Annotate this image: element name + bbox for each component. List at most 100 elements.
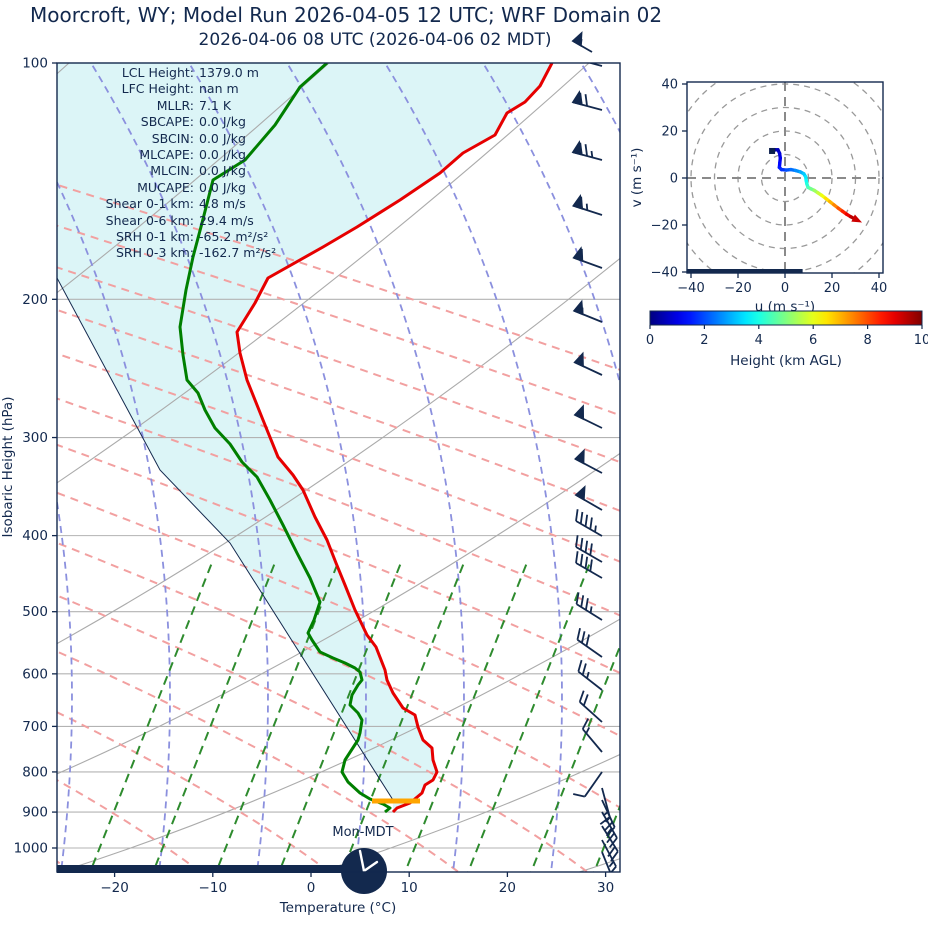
mixing-ratio-line [152,559,277,872]
barb-full [589,517,593,530]
barb-staff [572,63,603,67]
barb-staff [584,771,603,798]
barb-pennant [571,90,583,106]
stat-value: 0.0 J/kg [199,163,246,179]
barb-full [603,821,614,832]
mixing-ratio-line [467,559,592,872]
barb-full [575,592,580,605]
stat-row: SRH 0-3 km: -162.7 m²/s² [60,245,276,261]
colorbar-tick-label: 10 [914,333,928,348]
stat-label: SBCIN: [151,130,194,146]
stat-row: LCL Height: 1379.0 m [60,65,276,81]
barb-full [579,142,583,155]
isotherm-gridline [57,618,620,872]
hodograph-plot-area [687,82,883,273]
mixing-ratio-line [404,559,529,872]
skewt-axes-box [56,62,621,873]
wind-barb [574,485,603,511]
hodograph-trace-arrow [851,214,863,223]
y-tick-label: 300 [22,430,48,446]
mixing-ratio-line [530,643,620,872]
y-tick-label: 700 [22,719,48,735]
stat-label: MUCAPE: [137,179,194,195]
stat-label: SRH 0-1 km: [115,229,194,245]
dry-adiabat-line [57,711,332,872]
barb-half [608,861,615,868]
barb-pennant [573,404,585,421]
clock-minute-hand [358,849,366,873]
barb-full [584,556,589,569]
dry-adiabat-line [57,779,203,872]
barb-full [575,535,579,548]
wind-barb [575,509,603,537]
stat-row: SRH 0-1 km: -65.2 m²/s² [60,229,276,245]
stat-value: 0.0 J/kg [199,114,246,130]
wind-barb [572,48,603,67]
isotherm-gridline [57,452,620,775]
sounding-indices-block: LCL Height: 1379.0 m LFC Height: nan m MLLR:… [60,65,277,262]
isotherm-gridline [57,63,590,484]
barb-half [590,150,594,158]
wind-barb [573,404,603,429]
wind-barb [573,351,603,376]
wind-barb [601,825,619,862]
wind-barb [572,299,603,323]
y-tick-label: 1000 [14,841,48,857]
stat-label: SBCAPE: [140,114,194,130]
x-axis-title: Temperature (°C) [279,900,397,916]
colorbar-tick-label: 0 [646,333,654,348]
stat-label: LFC Height: [121,81,194,97]
stat-row: MUCAPE: 0.0 J/kg [60,180,276,196]
barb-pennant [574,485,586,502]
stat-value: 0.0 J/kg [199,179,246,195]
stat-value: -162.7 m²/s² [199,245,277,261]
y-tick-label: 600 [22,666,48,682]
barb-full [582,694,589,706]
stat-row: MLCIN: 0.0 J/kg [60,163,276,179]
stat-label: SRH 0-3 km: [115,245,194,261]
hodo-x-tick-label: −40 [677,281,704,296]
barb-full [579,553,584,566]
stat-row: Shear 0-6 km: 29.4 m/s [60,213,276,229]
barb-staff [601,851,615,872]
hodo-y-tick-label: 0 [670,172,678,187]
stat-row: MLLR: 7.1 K [60,98,276,114]
stat-row: MLCAPE: 0.0 J/kg [60,147,276,163]
wind-barb [575,535,603,563]
isotherm-gridline [57,63,330,294]
dry-adiabat-line [57,650,461,872]
parcel-profile-line [57,277,394,801]
surface-time-label: Mon-MDT [332,825,393,840]
wind-barb [571,90,603,111]
barb-staff [582,728,603,753]
barb-pennant [573,48,585,61]
wind-barb [574,448,603,474]
mixing-ratio-line [341,559,466,872]
wind-barb [578,690,603,723]
hodo-y-tick-label: −20 [651,219,678,234]
barb-half [581,307,584,315]
barb-full [579,511,584,524]
wind-barb [576,628,603,658]
clock-hour-hand [362,860,379,873]
skewt-plot-area [57,48,843,880]
barb-half [589,606,593,613]
mixing-ratio-line [717,560,843,880]
x-tick-label: 0 [307,880,316,896]
stat-label: MLCAPE: [139,147,194,163]
wind-barb [577,659,603,691]
barb-full [607,865,617,872]
valid-time-subtitle: 2026-04-06 08 UTC (2026-04-06 02 MDT) [198,30,552,50]
stat-value: 0.0 J/kg [199,130,246,146]
barb-staff [575,520,603,537]
y-tick-label: 200 [22,292,48,308]
barb-full [584,540,589,553]
barb-full [578,690,585,703]
surface-bar [57,865,342,873]
page-title: Moorcroft, WY; Model Run 2026-04-05 12 U… [30,3,663,27]
wind-barb [572,246,603,269]
y-tick-label: 500 [22,604,48,620]
barb-full [579,537,584,550]
